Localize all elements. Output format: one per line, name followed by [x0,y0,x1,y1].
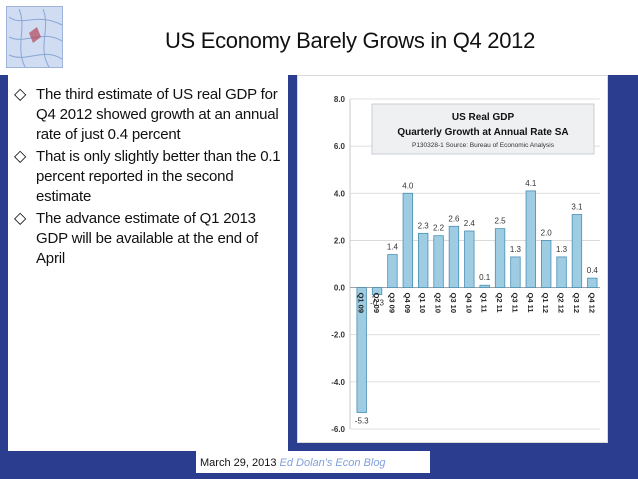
text-panel [8,75,288,451]
y-tick-label: -6.0 [331,425,345,434]
bar [587,277,598,288]
y-tick-label: 4.0 [334,189,346,198]
x-tick-label: Q1 09 [357,293,366,313]
data-label: 2.2 [433,224,445,233]
page-title: US Economy Barely Grows in Q4 2012 [164,28,536,53]
bullet-text: That is only slightly better than the 0.… [36,148,281,205]
data-label: 3.1 [571,203,583,212]
bar [525,190,536,288]
x-tick-label: Q3 12 [572,293,581,313]
data-label: 1.3 [556,245,568,254]
bars-layer [356,190,598,413]
x-tick-label: Q3 11 [510,293,519,313]
diamond-outline-icon: ◇ [14,210,27,227]
globe-map-icon [6,6,63,68]
bar [387,254,398,288]
x-tick-label: Q4 12 [587,293,596,313]
x-tick-label: Q1 12 [541,293,550,313]
x-tick-label: Q4 09 [403,293,412,313]
diamond-outline-icon: ◇ [14,86,27,103]
data-label: 2.5 [495,217,507,226]
bar [418,232,429,288]
bar [494,228,506,288]
chart-subtitle: Quarterly Growth at Annual Rate SA [397,127,568,138]
x-tick-label: Q2 09 [372,293,381,313]
ticks-layer: 8.0 6.0 4.0 2.0 0.0 -2.0 -4.0 -6.0 [331,95,345,434]
data-label: 2.4 [464,219,476,228]
x-tick-label: Q4 11 [526,293,535,313]
bar [510,256,521,288]
diamond-outline-icon: ◇ [14,148,27,165]
chart-title-box: US Real GDP Quarterly Growth at Annual R… [371,103,595,155]
chart-title: US Real GDP [452,112,515,123]
data-label: 2.3 [418,221,430,230]
y-tick-label: 6.0 [334,142,346,151]
bar [541,240,552,288]
y-tick-label: 0.0 [334,284,346,293]
y-tick-label: -2.0 [331,331,345,340]
chart-source: P130328-1 Source: Bureau of Economic Ana… [412,142,555,149]
footer-blog-link[interactable]: Ed Dolan's Econ Blog [279,457,386,469]
bar [356,287,367,413]
bar [556,256,567,288]
bar [433,235,444,288]
bullet-list: ◇ The third estimate of US real GDP for … [14,85,282,271]
x-tick-label: Q3 09 [387,293,396,313]
x-tick-label: Q1 11 [480,293,489,313]
data-label: 2.6 [448,214,460,223]
data-label: 0.1 [479,273,491,282]
list-item: ◇ The third estimate of US real GDP for … [14,85,282,145]
footer-date: March 29, 2013 [200,457,277,469]
y-tick-label: 8.0 [334,95,346,104]
footer: March 29, 2013 Ed Dolan's Econ Blog [200,457,500,469]
header-bar: US Economy Barely Grows in Q4 2012 [0,0,638,75]
data-label: 1.3 [510,245,522,254]
x-tick-label: Q2 11 [495,293,504,313]
bar [464,230,475,288]
bar [448,225,460,288]
bullet-text: The third estimate of US real GDP for Q4… [36,86,279,143]
list-item: ◇ The advance estimate of Q1 2013 GDP wi… [14,209,282,269]
bar [571,214,583,288]
x-tick-label: Q2 10 [434,293,443,313]
bar [479,284,490,288]
data-label: 0.4 [587,266,599,275]
data-label: -5.3 [355,417,369,426]
bar [371,287,383,296]
labels-layer: -5.3 Q1 09 -0.3Q2 09 1.4 Q3 09 4.0 Q4 09 2.3 Q1 … [355,179,599,426]
footer-background [196,451,430,473]
data-label: 4.1 [525,179,537,188]
data-label: 4.0 [402,181,414,190]
data-label: 2.0 [541,228,553,237]
data-label: 1.4 [387,243,399,252]
x-tick-label: Q4 10 [464,293,473,313]
gdp-bar-chart: US Real GDP Quarterly Growth at Annual R… [331,95,600,434]
bar [402,192,413,288]
x-tick-label: Q1 10 [418,293,427,313]
y-tick-label: -4.0 [331,378,345,387]
data-label: -0.3 [370,299,384,308]
bullet-text: The advance estimate of Q1 2013 GDP will… [36,210,259,267]
list-item: ◇ That is only slightly better than the … [14,147,282,207]
x-tick-label: Q2 12 [557,293,566,313]
y-tick-label: 2.0 [334,236,346,245]
x-tick-label: Q3 10 [449,293,458,313]
